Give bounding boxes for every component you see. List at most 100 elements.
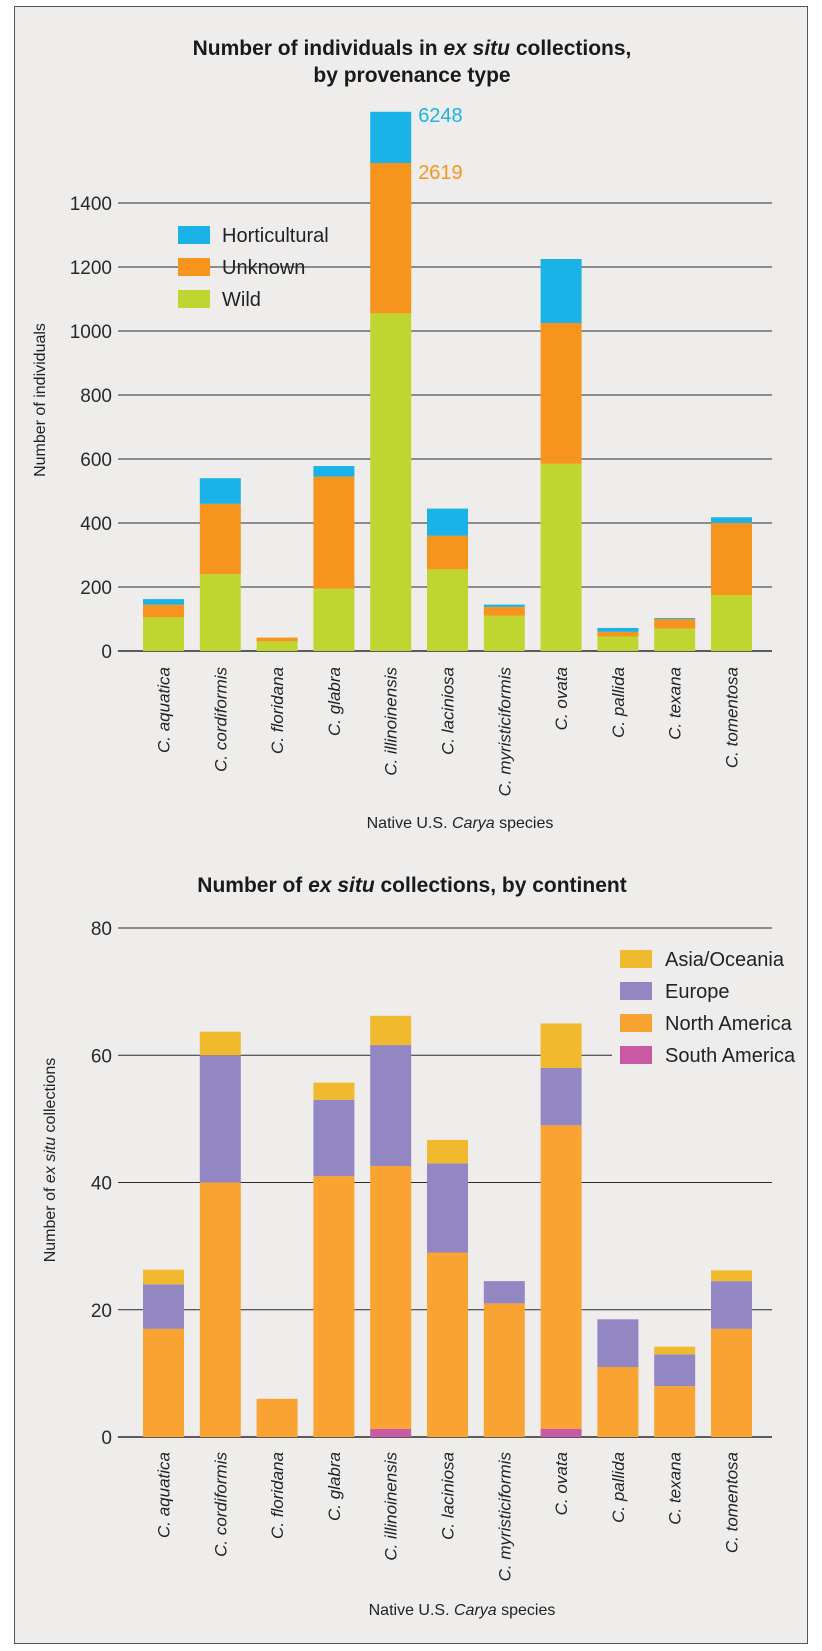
chart1-bar-segment bbox=[427, 508, 468, 536]
chart2-xlabel: Native U.S. Carya species bbox=[369, 1602, 556, 1619]
chart2-bar-segment bbox=[370, 1165, 412, 1429]
chart2-bar-segment bbox=[654, 1354, 696, 1387]
chart2-bar-segment bbox=[427, 1139, 468, 1164]
chart2-bar-segment bbox=[540, 1428, 582, 1437]
chart1-bar-segment bbox=[540, 463, 582, 651]
chart2-bar-segment bbox=[711, 1328, 752, 1437]
chart1-bar-segment bbox=[256, 637, 298, 642]
chart2-category-label: C. floridana bbox=[268, 1452, 287, 1539]
chart2-category-label: C. pallida bbox=[609, 1452, 628, 1523]
chart2-bar-segment bbox=[597, 1367, 639, 1437]
chart2-legend-label: Europe bbox=[665, 981, 730, 1003]
chart2-legend-swatch bbox=[620, 1014, 652, 1032]
chart1-bar-segment bbox=[313, 466, 355, 477]
chart2-bar-segment bbox=[143, 1284, 184, 1329]
chart2-bar-segment bbox=[540, 1023, 582, 1068]
chart1-bar-segment bbox=[654, 628, 696, 651]
chart2-bar-segment bbox=[427, 1252, 468, 1437]
chart1-ytick-label: 1200 bbox=[70, 258, 112, 279]
chart2-ytick-label: 60 bbox=[91, 1046, 112, 1067]
chart1-category-label: C. pallida bbox=[609, 667, 628, 738]
chart1-bar-segment bbox=[597, 627, 639, 632]
chart1-ytick-label: 1000 bbox=[70, 322, 112, 343]
chart1-category-label: C. myristiciformis bbox=[495, 667, 514, 797]
chart2-category-label: C. laciniosa bbox=[439, 1452, 458, 1540]
chart2-bar-segment bbox=[143, 1269, 184, 1285]
chart2-category-label: C. aquatica bbox=[155, 1452, 174, 1538]
chart1-gridlines: 0 200 400 600 800 1000 1200 1400 bbox=[70, 194, 772, 663]
chart1-title-line1: Number of individuals in ex situ collect… bbox=[193, 37, 632, 60]
chart1-annotation-label: 6248 bbox=[418, 105, 463, 127]
chart1-bars bbox=[143, 111, 752, 651]
chart1-xlabel: Native U.S. Carya species bbox=[367, 815, 554, 832]
chart2-legend-label: South America bbox=[665, 1045, 796, 1067]
chart1-bar-segment bbox=[597, 636, 639, 651]
chart1-bar-segment bbox=[313, 476, 355, 589]
chart2-bar-segment bbox=[427, 1163, 468, 1253]
chart2-title: Number of ex situ collections, by contin… bbox=[197, 874, 626, 897]
chart2-ytick-label: 80 bbox=[91, 919, 112, 940]
chart1-bar-segment bbox=[199, 574, 241, 651]
chart2-bar-segment bbox=[199, 1182, 241, 1437]
chart1-bar-segment bbox=[143, 599, 184, 605]
chart2-category-label: C. glabra bbox=[325, 1452, 344, 1521]
chart1-category-label: C. glabra bbox=[325, 667, 344, 736]
chart1-bar-segment bbox=[427, 569, 468, 651]
chart2-category-label: C. cordiformis bbox=[211, 1452, 230, 1557]
chart1-category-label: C. texana bbox=[666, 667, 685, 740]
chart2-ytick-label: 0 bbox=[101, 1428, 112, 1449]
chart2-category-label: C. illinoinensis bbox=[382, 1452, 401, 1561]
chart1-category-label: C. aquatica bbox=[155, 667, 174, 753]
chart1-bar-segment bbox=[540, 259, 582, 323]
chart2-category-labels: C. aquatica C. cordiformis C. floridana C. … bbox=[155, 1452, 742, 1582]
chart1-category-label: C. illinoinensis bbox=[382, 667, 401, 776]
chart1-legend-label: Wild bbox=[222, 289, 261, 311]
chart2-bar-segment bbox=[313, 1099, 355, 1177]
chart1-bar-segment bbox=[370, 111, 412, 163]
chart1-bar-segment bbox=[199, 503, 241, 575]
chart1-ytick-label: 400 bbox=[80, 514, 112, 535]
chart2-bar-segment bbox=[143, 1328, 184, 1437]
chart1-bar-segment bbox=[370, 163, 412, 314]
chart2-bar-segment bbox=[654, 1386, 696, 1437]
chart1-category-label: C. laciniosa bbox=[439, 667, 458, 755]
chart2-bar-segment bbox=[483, 1281, 525, 1304]
chart1-title-line2: by provenance type bbox=[313, 64, 510, 87]
chart2-category-label: C. tomentosa bbox=[723, 1452, 742, 1553]
chart1-bar-segment bbox=[597, 631, 639, 637]
chart2-bar-segment bbox=[711, 1281, 752, 1329]
chart2-bar-segment bbox=[483, 1303, 525, 1437]
chart2-bar-segment bbox=[540, 1067, 582, 1126]
chart1-bar-segment bbox=[711, 595, 752, 651]
chart1-category-label: C. floridana bbox=[268, 667, 287, 754]
chart2-legend-swatch bbox=[620, 950, 652, 968]
chart2-bar-segment bbox=[711, 1270, 752, 1282]
chart1-legend-swatch bbox=[178, 258, 210, 276]
chart1-legend-swatch bbox=[178, 226, 210, 244]
chart2-ylabel: Number of ex situ collections bbox=[42, 1058, 59, 1263]
chart2-category-label: C. texana bbox=[666, 1452, 685, 1525]
chart1-bar-segment bbox=[256, 641, 298, 651]
chart2-bars bbox=[143, 1015, 752, 1437]
chart1-bar-segment bbox=[483, 606, 525, 616]
chart1-ytick-label: 800 bbox=[80, 386, 112, 407]
chart2-category-label: C. myristiciformis bbox=[495, 1452, 514, 1582]
chart1-bar-segment bbox=[654, 618, 696, 619]
chart2-category-label: C. ovata bbox=[552, 1452, 571, 1515]
chart1-bar-segment bbox=[313, 588, 355, 651]
chart1-ytick-label: 600 bbox=[80, 450, 112, 471]
chart2-bar-segment bbox=[370, 1015, 412, 1046]
chart1-bar-segment bbox=[143, 604, 184, 618]
chart1-ytick-label: 1400 bbox=[70, 194, 112, 215]
chart2-bar-segment bbox=[540, 1125, 582, 1429]
chart1-legend: Horticultural Unknown Wild bbox=[178, 225, 329, 311]
chart2-ytick-label: 20 bbox=[91, 1301, 112, 1322]
chart1-bar-segment bbox=[711, 517, 752, 523]
chart2-bar-segment bbox=[256, 1398, 298, 1437]
chart1-bar-segment bbox=[654, 619, 696, 629]
chart2-ytick-label: 40 bbox=[91, 1174, 112, 1195]
chart1-bar-segment bbox=[427, 535, 468, 570]
chart2-bar-segment bbox=[370, 1428, 412, 1437]
chart1-annotation-label: 2619 bbox=[418, 162, 463, 184]
chart1-category-label: C. tomentosa bbox=[723, 667, 742, 768]
